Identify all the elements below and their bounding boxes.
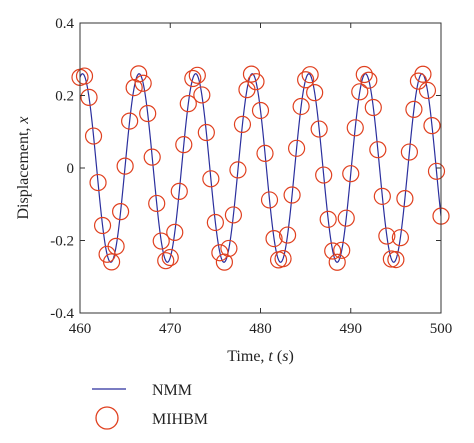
marker-point-mihbm: [229, 161, 247, 179]
marker-point-mihbm: [337, 209, 355, 227]
marker-point-mihbm: [215, 253, 233, 271]
legend-label-mihbm: MIHBM: [152, 411, 208, 428]
marker-point-mihbm: [116, 157, 134, 175]
marker-point-mihbm: [93, 216, 112, 235]
legend-label-nmm: NMM: [152, 382, 192, 399]
marker-point-mihbm: [233, 115, 252, 134]
y-tick-label: -0.2: [50, 234, 74, 250]
marker-point-mihbm: [414, 65, 432, 83]
marker-point-mihbm: [400, 143, 419, 161]
legend-circle-swatch: [95, 406, 119, 430]
marker-point-mihbm: [107, 237, 125, 255]
y-tick-label: -0.4: [50, 306, 74, 322]
series-line-nmm: [80, 73, 441, 263]
y-tick-label: 0.4: [55, 16, 74, 32]
marker-point-mihbm: [387, 251, 405, 269]
marker-point-mihbm: [265, 230, 283, 248]
marker-point-mihbm: [170, 182, 188, 200]
x-tick-label: 460: [69, 321, 92, 337]
marker-point-mihbm: [288, 139, 306, 157]
marker-point-mihbm: [315, 166, 333, 184]
series-layer: [71, 65, 450, 271]
marker-point-mihbm: [319, 210, 337, 228]
marker-point-mihbm: [256, 144, 274, 162]
marker-point-mihbm: [89, 173, 107, 192]
marker-point-mihbm: [84, 127, 103, 145]
y-tick-label: 0.2: [55, 89, 74, 105]
marker-point-mihbm: [391, 229, 409, 247]
y-tick-label: 0: [67, 161, 75, 177]
marker-point-mihbm: [418, 81, 437, 100]
marker-point-mihbm: [161, 248, 179, 267]
marker-point-mihbm: [197, 123, 215, 142]
marker-point-mihbm: [278, 226, 297, 244]
x-tick-label: 490: [340, 321, 363, 337]
marker-point-mihbm: [166, 223, 184, 241]
x-tick-label: 480: [249, 321, 272, 337]
marker-point-mihbm: [351, 83, 369, 101]
marker-point-mihbm: [125, 78, 143, 97]
marker-point-mihbm: [179, 95, 197, 113]
marker-point-mihbm: [75, 67, 94, 85]
ticks-layer: 460 470 480 490 500 0.4 0.2 0 -0.2 -0.4: [50, 16, 452, 337]
x-tick-label: 500: [430, 321, 453, 337]
marker-point-mihbm: [102, 253, 121, 271]
marker-point-mihbm: [260, 191, 279, 209]
marker-point-mihbm: [175, 136, 193, 154]
marker-point-mihbm: [364, 98, 382, 117]
marker-point-mihbm: [283, 186, 301, 204]
marker-point-mihbm: [188, 66, 206, 84]
marker-point-mihbm: [274, 250, 292, 268]
marker-point-mihbm: [378, 227, 396, 245]
marker-point-mihbm: [427, 162, 446, 180]
marker-point-mihbm: [152, 232, 170, 250]
marker-point-mihbm: [121, 112, 139, 130]
marker-point-mihbm: [292, 97, 310, 116]
marker-point-mihbm: [310, 120, 328, 138]
marker-point-mihbm: [184, 69, 202, 88]
marker-point-mihbm: [333, 241, 351, 259]
marker-point-mihbm: [80, 88, 98, 106]
marker-point-mihbm: [224, 206, 243, 224]
marker-point-mihbm: [206, 213, 224, 232]
marker-point-mihbm: [306, 84, 324, 102]
marker-point-mihbm: [193, 86, 211, 104]
marker-point-mihbm: [143, 148, 161, 166]
marker-point-mihbm: [130, 65, 148, 83]
marker-point-mihbm: [148, 194, 166, 213]
marker-point-mihbm: [405, 100, 423, 118]
marker-point-mihbm: [355, 65, 373, 84]
y-axis-label: Displacement, x: [15, 116, 32, 219]
marker-point-mihbm: [301, 66, 319, 84]
marker-point-mihbm: [328, 253, 346, 271]
x-axis-label: Time, t (s): [227, 348, 294, 365]
marker-point-mihbm: [134, 74, 152, 92]
marker-point-mihbm: [373, 187, 391, 205]
marker-point-mihbm: [369, 141, 387, 159]
marker-point-mihbm: [423, 117, 441, 135]
x-tick-label: 470: [159, 321, 182, 337]
marker-point-mihbm: [211, 244, 229, 262]
marker-point-mihbm: [360, 71, 378, 89]
marker-point-mihbm: [202, 170, 220, 188]
plot-area-frame: [79, 22, 442, 314]
marker-point-mihbm: [157, 252, 175, 270]
marker-point-mihbm: [220, 239, 238, 258]
marker-point-mihbm: [297, 71, 315, 89]
marker-point-mihbm: [139, 104, 157, 123]
marker-point-mihbm: [382, 250, 400, 268]
marker-point-mihbm: [112, 203, 130, 221]
marker-point-mihbm: [396, 190, 414, 208]
marker-point-mihbm: [251, 101, 270, 120]
marker-point-mihbm: [346, 119, 364, 137]
marker-point-mihbm: [247, 73, 265, 91]
legend: NMM MIHBM: [92, 382, 208, 430]
marker-point-mihbm: [342, 165, 360, 183]
marker-point-mihbm: [324, 242, 342, 260]
